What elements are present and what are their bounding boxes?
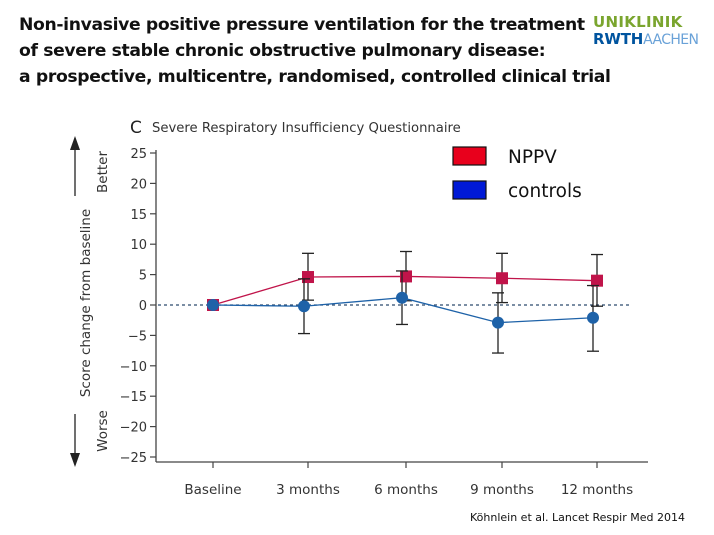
chart-title: Severe Respiratory Insufficiency Questio… xyxy=(152,121,461,136)
data-point-NPPV xyxy=(591,274,603,287)
legend-label-NPPV: NPPV xyxy=(508,147,557,168)
logo-rwth-text: RWTH xyxy=(593,30,644,48)
y-tick-label: 15 xyxy=(130,208,147,223)
x-tick-label: 6 months xyxy=(374,482,438,498)
slide-title: Non-invasive positive pressure ventilati… xyxy=(19,12,611,90)
better-arrow-head xyxy=(70,136,80,150)
worse-arrow-head xyxy=(70,453,80,467)
y-tick-label: −25 xyxy=(120,451,147,466)
y-axis-label: Score change from baseline xyxy=(78,209,94,397)
y-tick-label: −10 xyxy=(120,360,147,375)
uniklinik-logo: UNIKLINIK RWTHAACHEN xyxy=(593,14,705,49)
panel-label: C xyxy=(130,118,142,138)
y-worse-label: Worse xyxy=(95,410,111,452)
data-point-controls xyxy=(492,316,504,329)
data-point-controls xyxy=(396,291,408,304)
legend-swatch-controls xyxy=(452,180,487,200)
title-line-3: a prospective, multicentre, randomised, … xyxy=(19,67,611,87)
x-tick-label: 3 months xyxy=(276,482,340,498)
x-tick-label: 9 months xyxy=(470,482,534,498)
y-tick-label: 0 xyxy=(139,299,147,314)
logo-aachen-text: AACHEN xyxy=(643,32,699,48)
legend-swatch-NPPV xyxy=(452,146,487,166)
citation: Köhnlein et al. Lancet Respir Med 2014 xyxy=(470,511,685,524)
y-tick-label: −5 xyxy=(128,329,147,344)
x-tick-label: 12 months xyxy=(561,482,633,498)
y-better-label: Better xyxy=(95,151,111,193)
data-point-controls xyxy=(587,311,599,324)
data-point-NPPV xyxy=(400,270,412,283)
logo-top-text: UNIKLINIK xyxy=(593,13,683,31)
y-tick-label: 25 xyxy=(130,147,147,162)
logo-bottom-text: RWTHAACHEN xyxy=(593,31,705,49)
y-tick-label: 10 xyxy=(130,238,147,253)
y-tick-label: −20 xyxy=(120,421,147,436)
y-tick-label: −15 xyxy=(120,390,147,405)
data-point-controls xyxy=(207,299,219,311)
title-line-1: Non-invasive positive pressure ventilati… xyxy=(19,15,585,35)
legend-label-controls: controls xyxy=(508,181,582,202)
x-tick-label: Baseline xyxy=(184,482,241,498)
data-point-controls xyxy=(298,300,310,313)
y-tick-label: 5 xyxy=(139,269,147,284)
title-line-2: of severe stable chronic obstructive pul… xyxy=(19,41,546,61)
y-tick-label: 20 xyxy=(130,177,147,192)
data-point-NPPV xyxy=(496,272,508,285)
data-point-NPPV xyxy=(302,271,314,284)
